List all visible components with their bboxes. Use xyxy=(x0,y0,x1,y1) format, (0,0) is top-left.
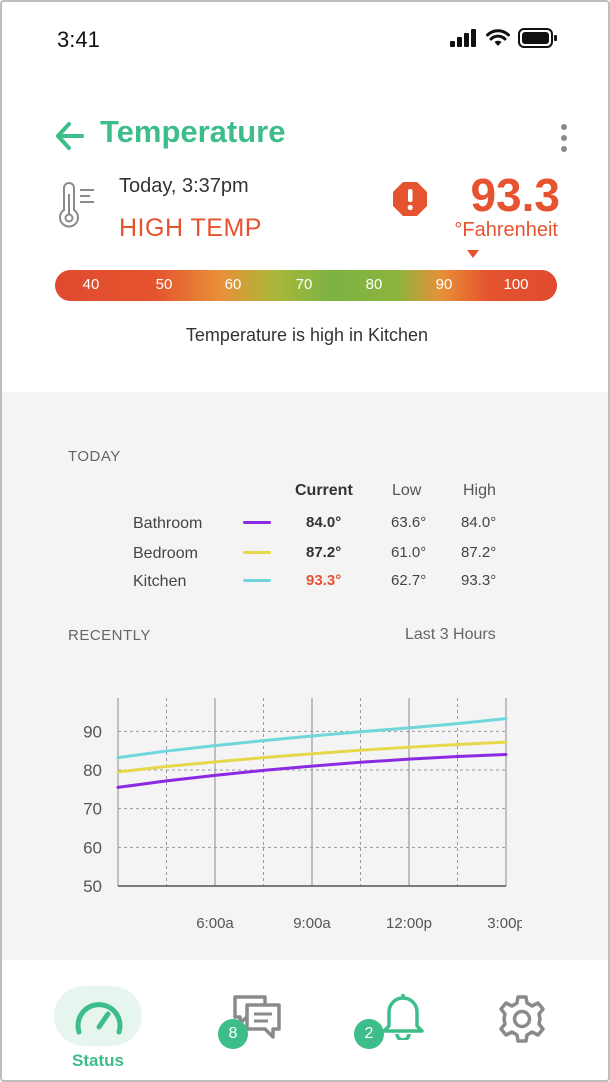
settings-gear-icon[interactable] xyxy=(497,994,547,1044)
nav-status-button[interactable] xyxy=(54,986,142,1046)
x-tick-label: 12:00p xyxy=(386,915,432,932)
y-tick-label: 80 xyxy=(83,761,102,780)
time-range-label[interactable]: Last 3 Hours xyxy=(405,626,496,643)
recently-label: RECENTLY xyxy=(68,627,151,644)
scale-tick: 60 xyxy=(224,276,242,293)
temperature-chart: 50 60 70 80 90 6:00a 9:00a 12:00p 3:00p xyxy=(83,698,522,932)
scale-tick: 80 xyxy=(365,276,383,293)
page-title: Temperature xyxy=(100,114,286,149)
more-options-icon[interactable] xyxy=(554,122,574,154)
low-temp: 63.6° xyxy=(391,514,427,531)
high-temp: 93.3° xyxy=(461,572,497,589)
y-tick-label: 90 xyxy=(83,722,102,741)
alerts-count-badge: 2 xyxy=(354,1019,384,1049)
temperature-scale-bar xyxy=(55,270,557,301)
signal-icon xyxy=(450,29,476,47)
column-current: Current xyxy=(295,482,353,499)
back-arrow-icon[interactable] xyxy=(54,118,86,154)
status-icons xyxy=(450,28,558,48)
scale-tick: 90 xyxy=(435,276,453,293)
status-time: 3:41 xyxy=(57,27,100,52)
series-line-bathroom xyxy=(116,753,508,789)
battery-icon xyxy=(518,28,557,48)
reading-status: HIGH TEMP xyxy=(119,214,262,242)
column-low: Low xyxy=(392,482,422,499)
nav-status-label: Status xyxy=(72,1051,124,1070)
temperature-summary: Temperature is high in Kitchen xyxy=(185,325,429,345)
thermometer-icon xyxy=(59,182,94,228)
room-name: Bathroom xyxy=(133,515,203,532)
scale-tick: 100 xyxy=(503,276,529,293)
low-temp: 61.0° xyxy=(391,544,427,561)
reading-unit: °Fahrenheit xyxy=(454,219,558,241)
high-temp: 84.0° xyxy=(461,514,497,531)
reading-value: 93.3 xyxy=(470,169,560,221)
messages-count-badge: 8 xyxy=(218,1019,248,1049)
legend-swatch-bathroom xyxy=(243,521,271,524)
scale-tick: 70 xyxy=(295,276,313,293)
current-temp: 84.0° xyxy=(306,514,342,531)
legend-swatch-bedroom xyxy=(243,551,271,554)
x-tick-label: 3:00p xyxy=(487,915,522,932)
messages-icon[interactable] xyxy=(231,993,283,1043)
current-temp: 93.3° xyxy=(306,572,342,589)
alert-icon xyxy=(393,182,427,216)
current-temp: 87.2° xyxy=(306,544,342,561)
reading-timestamp: Today, 3:37pm xyxy=(119,175,249,197)
room-name: Bedroom xyxy=(133,545,198,562)
low-temp: 62.7° xyxy=(391,572,427,589)
legend-swatch-kitchen xyxy=(243,579,271,582)
series-line-bedroom xyxy=(116,740,508,774)
y-tick-label: 50 xyxy=(83,877,102,896)
x-tick-label: 6:00a xyxy=(196,915,234,932)
gauge-icon xyxy=(75,1002,123,1035)
high-temp: 87.2° xyxy=(461,544,497,561)
scale-marker xyxy=(467,250,479,258)
x-tick-label: 9:00a xyxy=(293,915,331,932)
today-label: TODAY xyxy=(68,448,121,465)
y-tick-label: 60 xyxy=(83,838,102,857)
details-panel xyxy=(2,392,608,960)
scale-tick: 50 xyxy=(155,276,173,293)
series-line-kitchen xyxy=(116,717,508,760)
room-name: Kitchen xyxy=(133,573,187,590)
wifi-icon xyxy=(486,29,510,46)
bell-icon[interactable] xyxy=(379,990,427,1040)
column-high: High xyxy=(463,482,496,499)
scale-tick: 40 xyxy=(82,276,100,293)
y-tick-label: 70 xyxy=(83,800,102,819)
